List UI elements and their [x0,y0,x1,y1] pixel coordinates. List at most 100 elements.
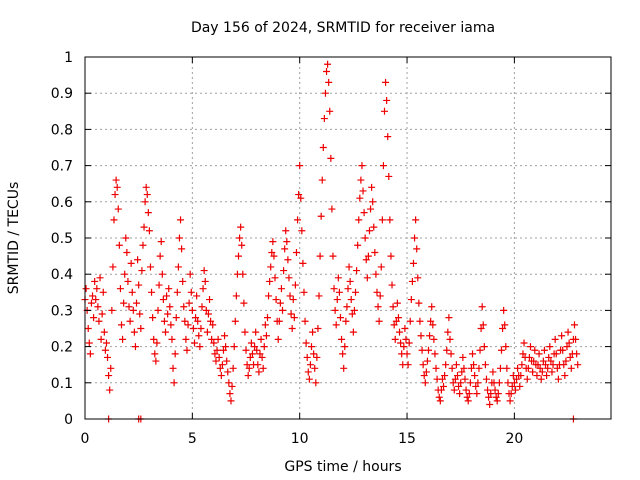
data-point [164,310,172,318]
data-point [374,303,382,311]
data-point [506,397,514,405]
data-point [230,343,238,351]
data-point [226,390,234,398]
data-point [326,107,334,115]
data-point [235,252,243,260]
data-point [545,353,553,361]
data-point [416,317,424,325]
data-point [259,364,267,372]
data-point [196,343,204,351]
data-point [379,162,387,170]
data-point [297,194,305,202]
data-point [445,314,453,322]
y-tick-label: 0.7 [51,159,73,175]
data-point [192,314,200,322]
data-point [316,252,324,260]
data-point [449,379,457,387]
data-point [252,328,260,336]
data-point [474,379,482,387]
data-point [271,274,279,282]
data-point [354,241,362,249]
data-point [197,325,205,332]
data-point [551,335,559,343]
data-point [383,96,391,104]
data-point [309,328,317,336]
data-point [496,364,504,372]
data-point [256,350,264,358]
data-point [321,89,329,97]
data-point [128,288,136,296]
data-point [231,317,239,325]
data-point [111,191,119,199]
data-point [306,361,314,369]
data-point [335,288,343,296]
data-point [94,303,102,311]
data-point [245,364,253,372]
data-point [451,375,459,383]
data-point [538,368,546,376]
tick-labels: 00.10.20.30.40.50.60.70.80.910 5 10 15 20 [51,50,524,447]
data-point [260,343,268,351]
data-point [200,267,208,275]
data-point [215,353,223,361]
data-point [99,288,107,296]
data-point [279,306,287,314]
data-point [392,317,400,325]
data-point [120,299,128,307]
data-point [417,332,425,340]
data-point [87,299,95,307]
x-tick-label: 0 [81,431,90,447]
data-point [265,292,273,300]
data-point [390,321,398,329]
data-point [141,198,149,206]
data-point [295,191,303,199]
data-point [160,317,168,325]
data-point [301,317,309,325]
data-point [372,270,380,278]
data-point [144,209,152,217]
data-point [336,314,344,322]
data-point [364,252,372,260]
data-point [195,332,203,340]
data-point [320,115,328,123]
data-point [305,375,313,383]
data-point [206,296,214,304]
data-point [357,176,365,184]
data-point [363,274,371,282]
data-point [282,227,290,235]
y-tick-label: 0.6 [51,195,73,211]
data-point [90,314,98,322]
data-point [421,379,429,387]
data-point [174,263,182,271]
data-point [348,310,356,318]
y-tick-label: 0.8 [51,122,73,138]
data-point [534,361,542,369]
data-point [498,346,506,354]
data-point [478,303,486,311]
data-point [133,299,141,307]
data-point [275,317,283,325]
data-point [347,296,355,304]
data-point [287,310,295,318]
data-point [85,339,93,347]
data-point [358,162,366,170]
data-point [101,346,109,354]
data-point [107,364,115,372]
data-point [384,133,392,141]
data-point [464,397,472,405]
data-point [405,339,413,347]
data-point [137,325,145,332]
data-point [549,361,557,369]
data-point [262,332,270,340]
axis-ticks [84,56,611,420]
data-point [385,172,393,180]
data-point [162,328,170,336]
data-point [548,368,556,376]
data-point [401,325,409,332]
data-point [248,350,256,358]
data-point [213,346,221,354]
data-point [552,350,560,358]
data-point [371,248,379,256]
data-point [283,238,291,246]
data-point [127,259,135,267]
